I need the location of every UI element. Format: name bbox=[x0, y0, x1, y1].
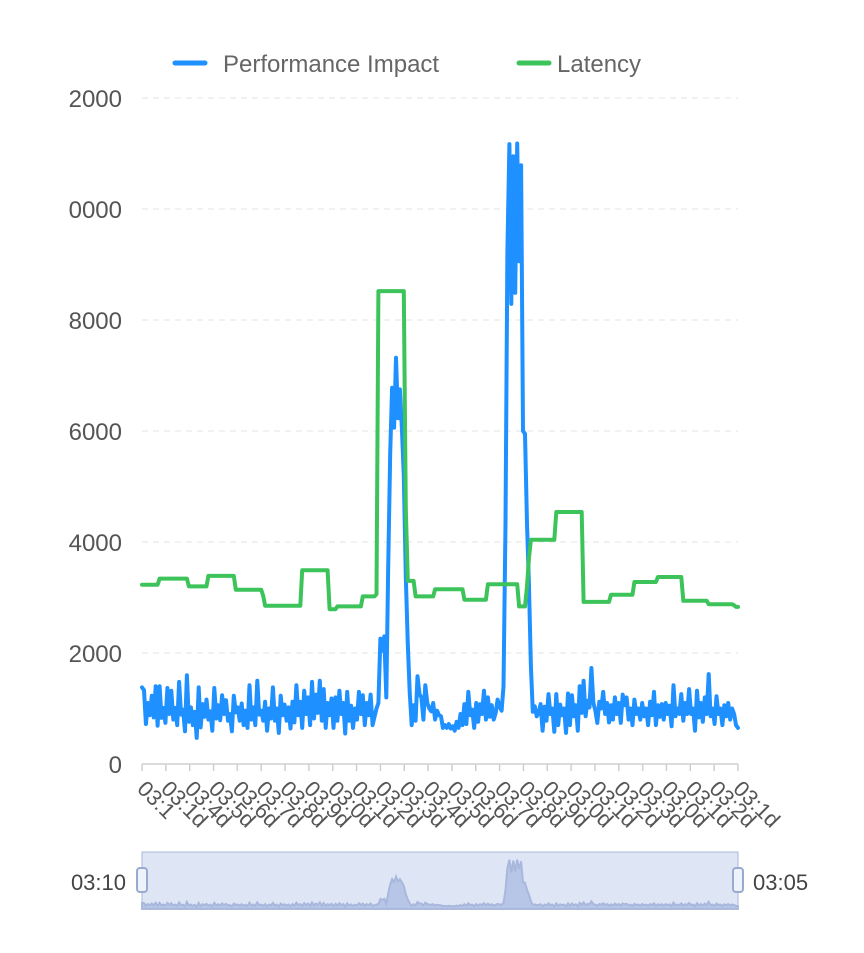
series-layer bbox=[140, 141, 740, 740]
series-line-performance-impact bbox=[140, 141, 740, 740]
zoom-track[interactable] bbox=[141, 851, 739, 910]
legend-label: Latency bbox=[557, 51, 641, 78]
y-tick-label: 0 bbox=[109, 752, 122, 779]
y-tick-label: 8000 bbox=[69, 308, 122, 335]
zoom-handle-end[interactable] bbox=[732, 867, 744, 893]
legend-item[interactable]: Performance Impact bbox=[172, 51, 439, 78]
zoom-slider[interactable]: 03:10 03:05 bbox=[71, 851, 808, 910]
legend-label: Performance Impact bbox=[223, 51, 439, 78]
axis-layer: 020004000600080000000200003:103:1d03:4d0… bbox=[69, 86, 785, 832]
legend-layer: Performance Impact Latency bbox=[172, 51, 641, 78]
zoom-preview-area bbox=[141, 859, 739, 910]
grid-layer bbox=[142, 97, 738, 654]
y-tick-label: 0000 bbox=[69, 197, 122, 224]
y-tick-label: 4000 bbox=[69, 530, 122, 557]
y-tick-label: 2000 bbox=[69, 86, 122, 113]
zoom-handle-start[interactable] bbox=[136, 867, 148, 893]
zoom-window[interactable] bbox=[141, 851, 739, 910]
y-tick-label: 6000 bbox=[69, 419, 122, 446]
y-tick-label: 2000 bbox=[69, 641, 122, 668]
legend-item[interactable]: Latency bbox=[516, 51, 641, 78]
series-line-latency bbox=[140, 289, 740, 612]
zoom-end-label: 03:05 bbox=[753, 870, 808, 895]
zoom-start-label: 03:10 bbox=[71, 870, 126, 895]
